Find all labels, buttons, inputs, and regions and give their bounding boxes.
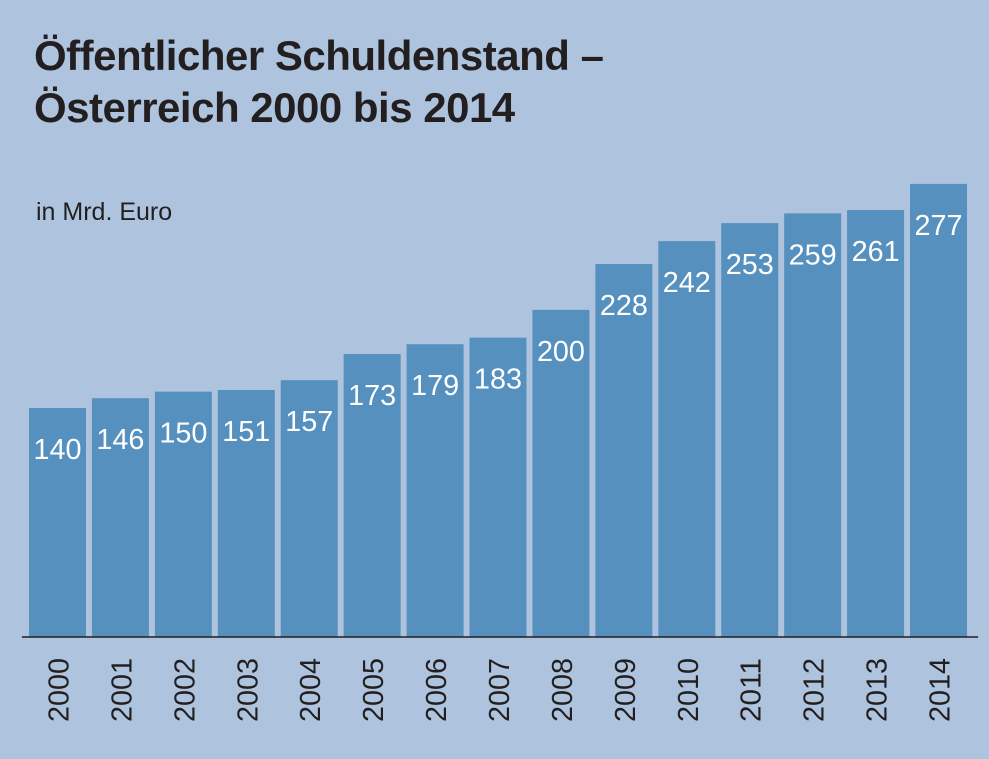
title-line-2: Österreich 2000 bis 2014 [34,84,515,131]
x-tick-label-2012: 2012 [799,658,831,722]
x-tick-label-2004: 2004 [295,658,327,722]
chart-title: Öffentlicher Schuldenstand – Österreich … [34,30,604,134]
bar-2006 [406,344,464,637]
data-label-2010: 242 [663,267,711,299]
x-tick-label-2011: 2011 [736,658,768,722]
data-label-2007: 183 [474,364,522,396]
bar-2005 [343,354,401,637]
x-tick-label-2010: 2010 [673,658,705,722]
bar-2012 [784,213,842,637]
data-label-2001: 146 [96,424,144,456]
x-tick-label-2007: 2007 [484,658,516,722]
bar-2007 [469,337,527,637]
data-label-2012: 259 [789,239,837,271]
bar-2011 [721,223,779,637]
bar-2000 [29,408,86,637]
x-tick-label-2006: 2006 [421,658,453,722]
x-tick-label-2002: 2002 [169,658,201,722]
x-tick-label-2008: 2008 [547,658,579,722]
x-tick-label-2005: 2005 [358,658,390,722]
x-tick-label-2013: 2013 [862,658,894,722]
x-tick-label-2000: 2000 [44,658,76,722]
data-label-2013: 261 [852,236,900,268]
data-label-2006: 179 [411,370,459,402]
bar-2009 [595,264,653,637]
bar-2010 [658,241,716,637]
data-label-2011: 253 [726,249,774,281]
x-tick-label-2014: 2014 [925,658,957,722]
bar-2008 [532,309,590,637]
data-label-2002: 150 [159,418,207,450]
bar-2004 [280,380,338,637]
bar-2002 [154,391,212,637]
data-label-2005: 173 [348,380,396,412]
data-label-2014: 277 [915,210,963,242]
unit-label: in Mrd. Euro [36,198,173,226]
bar-2013 [847,210,905,638]
x-tick-label-2001: 2001 [106,658,138,722]
data-label-2000: 140 [34,434,82,466]
x-tick-label-2009: 2009 [610,658,642,722]
bar-2014 [910,183,968,637]
data-label-2009: 228 [600,290,648,322]
data-label-2003: 151 [222,416,270,448]
data-label-2004: 157 [285,406,333,438]
bar-2001 [91,398,149,637]
bar-2003 [217,390,275,637]
x-tick-label-2003: 2003 [232,658,264,722]
title-line-1: Öffentlicher Schuldenstand – [34,32,604,79]
data-label-2008: 200 [537,336,585,368]
